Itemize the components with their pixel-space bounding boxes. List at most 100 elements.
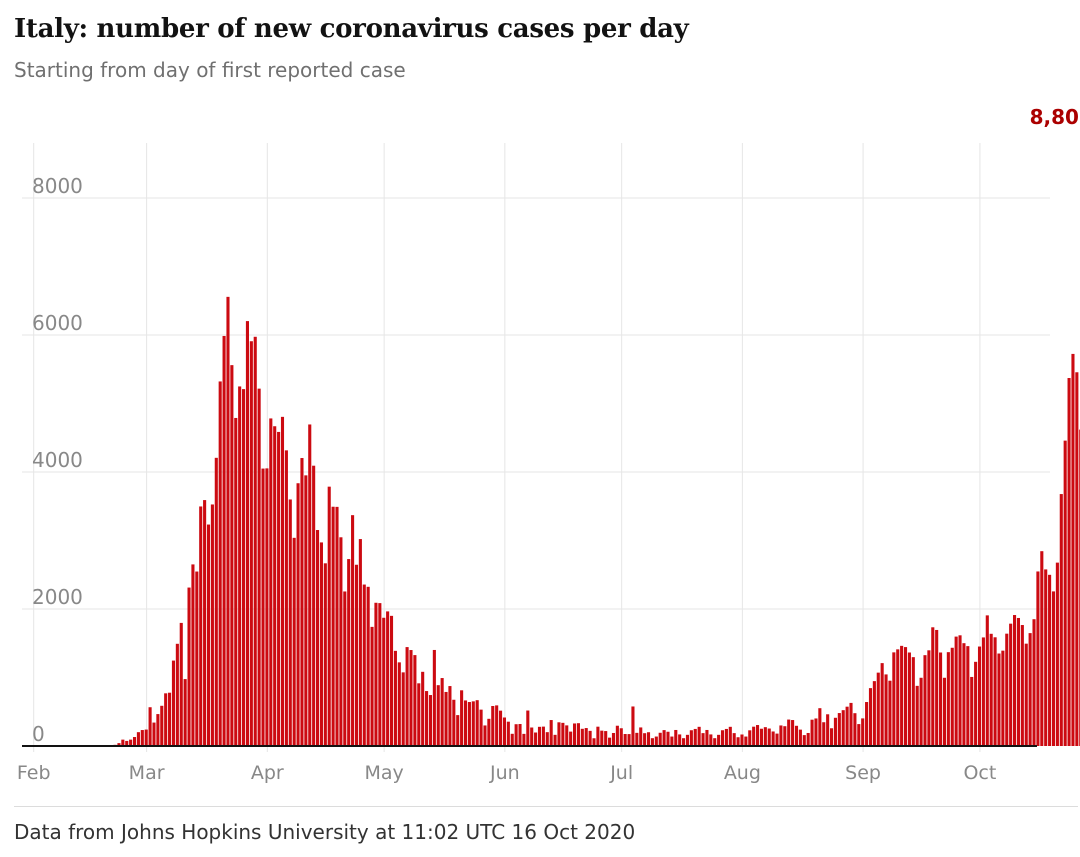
bar: [635, 732, 639, 746]
bar: [471, 701, 475, 746]
bar: [662, 730, 666, 746]
bar: [643, 733, 647, 746]
bar: [561, 722, 565, 746]
bar: [639, 727, 643, 746]
bar: [432, 649, 436, 746]
bar: [479, 709, 483, 746]
bar: [876, 672, 880, 746]
bar: [117, 743, 121, 746]
y-tick-label: 8000: [32, 174, 83, 198]
y-tick-label: 4000: [32, 448, 83, 472]
bar: [849, 702, 853, 746]
bar: [1051, 591, 1056, 746]
bar: [199, 506, 203, 746]
bar: [300, 458, 304, 746]
bar: [296, 483, 300, 746]
bar: [580, 728, 584, 746]
bar: [853, 713, 857, 746]
bar: [179, 622, 183, 746]
bar: [393, 650, 397, 746]
y-tick-label: 6000: [32, 311, 83, 335]
bar: [740, 734, 744, 746]
bar: [701, 733, 705, 746]
bar: [362, 584, 366, 746]
bar: [596, 726, 600, 746]
bar: [771, 731, 775, 746]
bar: [495, 705, 499, 746]
chart-subtitle: Starting from day of first reported case: [14, 58, 406, 82]
bar: [826, 714, 830, 746]
bar: [892, 652, 896, 746]
bar: [798, 729, 802, 746]
bar: [175, 643, 179, 746]
bar: [736, 737, 740, 746]
bar: [425, 691, 429, 746]
bar: [818, 708, 822, 746]
bar: [802, 735, 806, 746]
bar: [623, 734, 627, 746]
bar: [456, 715, 460, 746]
x-tick-label: Jul: [609, 762, 633, 784]
bar: [954, 636, 958, 746]
bar: [1044, 569, 1048, 746]
bar: [705, 729, 709, 746]
bar: [619, 728, 623, 746]
bar: [600, 730, 604, 746]
bar: [884, 674, 888, 746]
bar: [206, 524, 211, 746]
bar: [1059, 494, 1063, 746]
x-tick-label: Aug: [724, 762, 761, 784]
bar: [1020, 625, 1024, 746]
bar: [187, 587, 191, 746]
bar: [214, 457, 218, 746]
bar: [767, 728, 771, 746]
bar: [1048, 574, 1052, 746]
bar: [728, 726, 732, 746]
bar: [541, 726, 545, 746]
bar: [674, 729, 678, 746]
source-note: Data from Johns Hopkins University at 11…: [14, 820, 636, 844]
bar: [608, 737, 612, 746]
peak-value-label: 8,803: [1030, 105, 1080, 129]
bar: [584, 728, 588, 746]
bar: [627, 734, 631, 746]
bar: [829, 728, 834, 746]
bar: [339, 537, 343, 746]
bar: [962, 643, 966, 746]
bar: [382, 617, 386, 746]
bar: [759, 728, 763, 746]
bar: [327, 486, 331, 746]
bar: [421, 671, 425, 746]
bar: [997, 653, 1001, 746]
bar: [401, 672, 405, 746]
bar: [230, 365, 234, 746]
bar: [611, 732, 616, 746]
bar: [557, 722, 561, 746]
bar: [615, 725, 619, 746]
bar: [814, 718, 818, 746]
bar: [950, 647, 954, 746]
bar: [203, 500, 207, 746]
bar: [822, 722, 826, 746]
bar: [319, 542, 323, 746]
bar: [534, 732, 538, 746]
bar: [463, 700, 468, 746]
bar: [148, 707, 152, 746]
bar: [763, 727, 767, 746]
bar: [152, 722, 156, 746]
bar: [810, 719, 814, 746]
bar: [685, 734, 690, 746]
bar: [475, 700, 479, 746]
bar: [1024, 643, 1028, 746]
bar: [417, 683, 421, 746]
bar: [1028, 633, 1032, 746]
bar: [1055, 562, 1059, 746]
bar: [837, 713, 841, 746]
bar: [791, 720, 795, 746]
bar: [1005, 633, 1009, 746]
bar: [292, 537, 296, 746]
bar: [958, 635, 962, 746]
bar: [125, 740, 129, 746]
bar: [678, 734, 682, 746]
bar: [650, 738, 654, 746]
